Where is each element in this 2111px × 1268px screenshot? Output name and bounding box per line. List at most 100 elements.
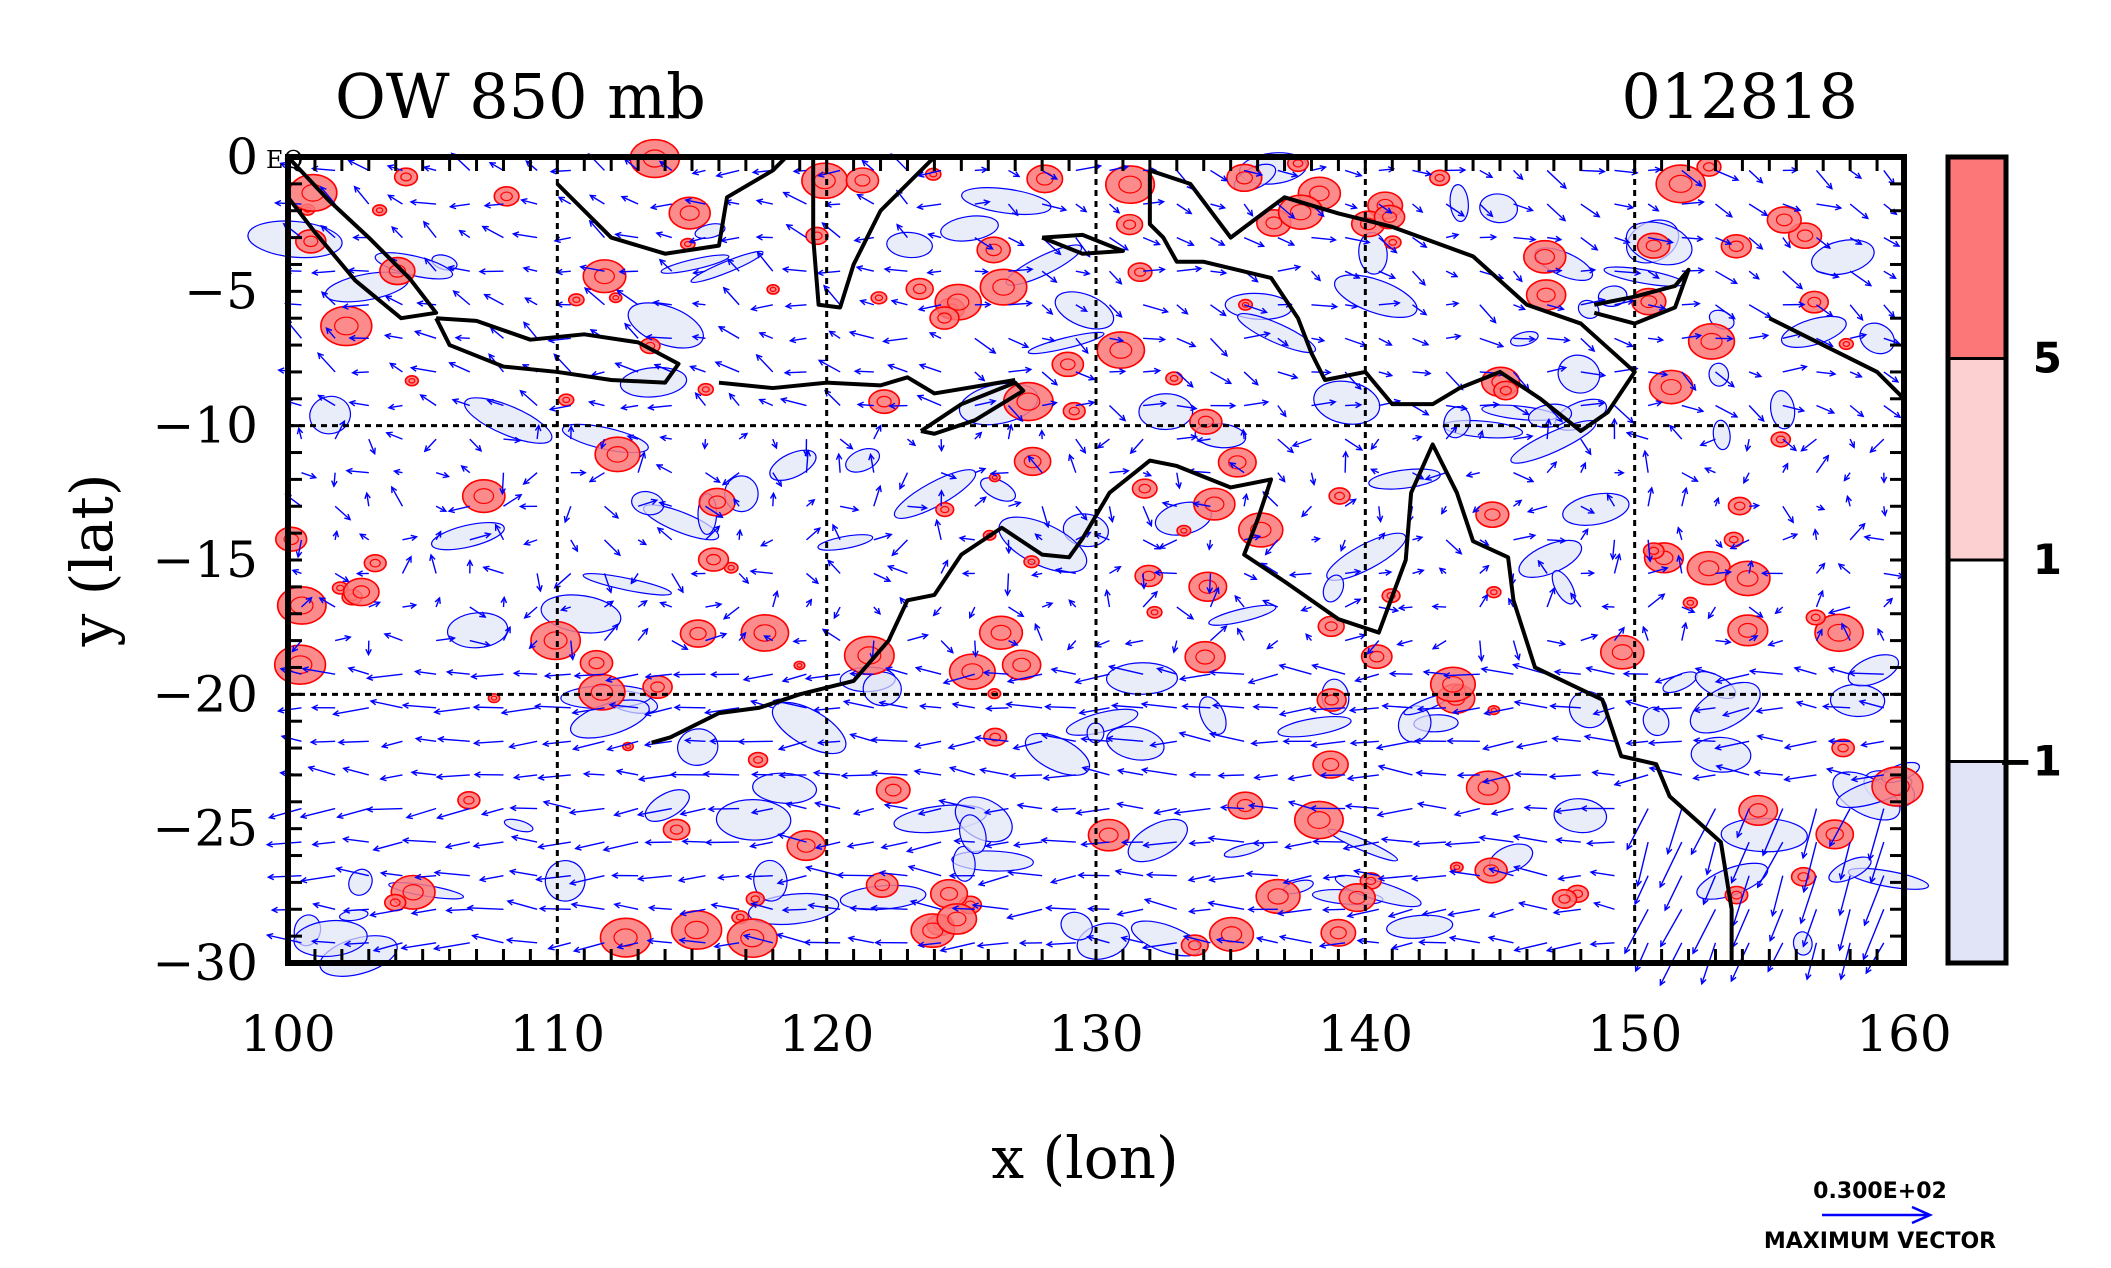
wind-vector [783, 909, 806, 910]
positive-ow-contour [1295, 801, 1343, 838]
positive-ow-contour [1128, 263, 1152, 281]
positive-ow-contour [1185, 642, 1225, 673]
chart-title: OW 850 mb [335, 60, 706, 133]
positive-ow-contour [1683, 597, 1697, 608]
positive-ow-contour [278, 587, 326, 624]
vector-key-caption: MAXIMUM VECTOR [1764, 1229, 1996, 1254]
positive-ow-contour [876, 777, 910, 803]
colorbar-label: −1 [1998, 737, 2062, 786]
positive-ow-contour [930, 307, 959, 329]
vector-key-magnitude: 0.300E+02 [1813, 1179, 1947, 1204]
x-tick-label: 140 [1318, 1005, 1413, 1063]
positive-ow-contour [1339, 884, 1375, 912]
positive-ow-contour [1135, 565, 1162, 586]
x-tick-label: 100 [240, 1005, 335, 1063]
positive-ow-contour [600, 918, 650, 957]
positive-ow-contour [1106, 166, 1155, 203]
positive-ow-contour [1313, 751, 1348, 778]
colorbar-label: 5 [2033, 334, 2062, 383]
wind-vector [540, 909, 571, 910]
positive-ow-contour [1872, 767, 1923, 806]
positive-ow-contour [906, 279, 933, 300]
y-tick-label: −25 [152, 800, 258, 858]
positive-ow-contour [579, 675, 625, 710]
wind-vector [953, 908, 975, 909]
x-axis-label: x (lon) [991, 1124, 1178, 1192]
positive-ow-contour [1385, 236, 1401, 249]
positive-ow-contour [1816, 820, 1853, 849]
positive-ow-contour [767, 285, 779, 294]
wind-vector [785, 372, 806, 373]
positive-ow-contour [1210, 918, 1254, 952]
positive-ow-contour [869, 390, 899, 413]
wind-vector [709, 809, 739, 810]
wind-vector [855, 371, 874, 372]
positive-ow-contour [1728, 497, 1750, 514]
negative-ow-contour [1106, 662, 1177, 694]
positive-ow-contour [663, 819, 689, 839]
positive-ow-contour [1321, 920, 1355, 947]
positive-ow-contour [794, 661, 805, 669]
x-tick-label: 110 [510, 1005, 605, 1063]
wind-vector [620, 271, 638, 272]
positive-ow-contour [866, 873, 898, 897]
positive-ow-contour [871, 292, 886, 304]
positive-ow-contour [936, 503, 954, 517]
positive-ow-contour [1256, 880, 1300, 914]
colorbar-segment [1948, 762, 2006, 964]
date-label: 012818 [1621, 60, 1858, 133]
wind-vector [1345, 452, 1346, 473]
positive-ow-contour [749, 753, 768, 768]
positive-ow-contour [583, 260, 626, 293]
positive-ow-contour [741, 615, 788, 651]
positive-ow-contour [395, 168, 418, 186]
x-tick-label: 130 [1048, 1005, 1143, 1063]
wind-vector [349, 270, 369, 271]
positive-ow-contour [364, 555, 386, 572]
wind-vector [890, 406, 908, 407]
colorbar-segment [1948, 157, 2006, 359]
positive-ow-contour [344, 578, 379, 605]
positive-ow-contour [1004, 383, 1053, 421]
positive-ow-contour [984, 728, 1007, 745]
positive-ow-contour [531, 621, 580, 659]
positive-ow-contour [1431, 667, 1476, 701]
y-tick-label: −30 [152, 934, 258, 992]
x-tick-label: 160 [1856, 1005, 1951, 1063]
positive-ow-contour [405, 376, 418, 386]
positive-ow-contour [1177, 525, 1191, 535]
wind-vector [1525, 808, 1547, 809]
positive-ow-contour [1839, 339, 1853, 350]
y-tick-label: 0 [226, 128, 258, 186]
positive-ow-contour [1638, 233, 1670, 258]
positive-ow-contour [1728, 615, 1768, 646]
positive-ow-contour [1601, 636, 1644, 669]
positive-ow-contour [373, 205, 387, 216]
positive-ow-contour [699, 488, 735, 515]
positive-ow-contour [1228, 792, 1262, 819]
positive-ow-contour [846, 168, 878, 193]
colorbar-segment [1948, 560, 2006, 762]
positive-ow-contour [1088, 820, 1129, 851]
y-tick-label: −20 [152, 665, 258, 723]
positive-ow-contour [669, 197, 710, 229]
positive-ow-contour [1024, 556, 1039, 568]
positive-ow-contour [699, 548, 729, 571]
positive-ow-contour [1771, 432, 1790, 447]
positive-ow-contour [1687, 552, 1730, 585]
positive-ow-contour [1792, 868, 1816, 886]
positive-ow-contour [1725, 561, 1770, 595]
positive-ow-contour [494, 187, 519, 206]
positive-ow-contour [1806, 610, 1825, 624]
positive-ow-contour [698, 384, 713, 395]
x-tick-label: 120 [779, 1005, 874, 1063]
positive-ow-contour [580, 651, 612, 676]
positive-ow-contour [275, 645, 326, 684]
wind-vector [1420, 942, 1447, 943]
y-axis-label: y (lat) [58, 474, 126, 648]
positive-ow-contour [1117, 215, 1143, 235]
positive-ow-contour [980, 269, 1026, 305]
positive-ow-contour [1650, 370, 1693, 403]
positive-ow-contour [1487, 587, 1501, 598]
